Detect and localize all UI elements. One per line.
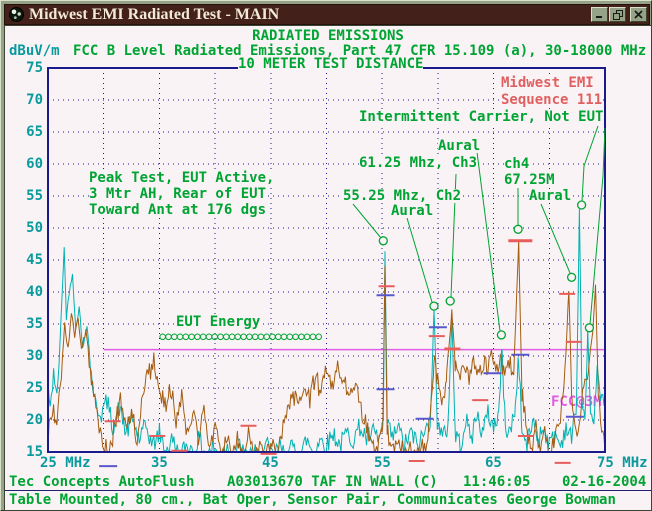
x-axis-label: 65	[485, 455, 502, 471]
annotation-ch4-label: ch4	[504, 156, 530, 172]
minimize-icon	[596, 16, 602, 18]
y-axis-label: 50	[26, 220, 43, 236]
y-axis-label: 55	[26, 188, 43, 204]
y-axis-label: 35	[26, 316, 43, 332]
y-axis-label: 30	[26, 348, 43, 364]
annotation-intermittent-carrier: Intermittent Carrier, Not EUT	[359, 109, 604, 125]
x-axis-label: 75 MHz	[597, 455, 648, 471]
close-button[interactable]	[630, 7, 647, 22]
leader-lines	[352, 125, 606, 332]
status-serial: A03013670 TAF IN WALL (C)	[227, 474, 438, 490]
annotation-midwest-emi: Midwest EMI	[501, 75, 594, 91]
status-date: 02-16-2004	[562, 474, 647, 490]
eut-energy-markers	[159, 333, 323, 341]
x-axis-label: 45	[262, 455, 279, 471]
annotation-ch4-freq: 67.25M	[504, 172, 555, 188]
status-operator: Tec Concepts AutoFlush	[9, 474, 195, 490]
x-axis-label: 35	[151, 455, 168, 471]
y-axis-label: 20	[26, 412, 43, 428]
globe-ball-icon	[9, 7, 24, 22]
test-distance-line: 10 METER TEST DISTANCE	[238, 56, 424, 72]
red-peak-markers	[104, 239, 582, 464]
leader-circles	[378, 200, 595, 340]
y-axis-label: 25	[26, 380, 43, 396]
annotation-test-note-1: Peak Test, EUT Active,	[89, 170, 275, 186]
restore-icon	[612, 9, 623, 20]
y-axis-label: 15	[26, 444, 43, 460]
y-axis-label: 75	[26, 60, 43, 76]
annotation-aural-ch2: Aural	[391, 203, 434, 219]
y-axis-label: 60	[26, 156, 43, 172]
status-time: 11:46:05	[463, 474, 531, 490]
x-axis-label: 25 MHz	[40, 455, 91, 471]
y-axis-label: 70	[26, 92, 43, 108]
trace-brown	[47, 239, 606, 454]
grid	[48, 68, 605, 452]
annotation-aural-ch4: Aural	[529, 188, 572, 204]
window-title: Midwest EMI Radiated Test - MAIN	[29, 6, 280, 23]
main-content: RADIATED EMISSIONS dBuV/m FCC B Level Ra…	[4, 25, 652, 511]
annotation-test-note-3: Toward Ant at 176 dgs	[89, 202, 267, 218]
titlebar[interactable]: Midwest EMI Radiated Test - MAIN	[4, 4, 650, 25]
trace-teal	[47, 208, 606, 454]
report-title: RADIATED EMISSIONS	[252, 28, 404, 44]
annotation-sequence-number: Sequence 111	[501, 92, 603, 108]
y-axis-label: 45	[26, 252, 43, 268]
y-axis-label: 40	[26, 284, 43, 300]
status-bar-1: Tec Concepts AutoFlush A03013670 TAF IN …	[5, 475, 651, 490]
y-axis-unit-label: dBuV/m	[9, 43, 60, 59]
x-axis-label: 55	[374, 455, 391, 471]
annotation-ch2-carrier: 55.25 Mhz, Ch2	[343, 188, 462, 204]
annotation-ch3-carrier: 61.25 Mhz, Ch3	[359, 155, 478, 171]
y-axis-label: 65	[26, 124, 43, 140]
annotation-eut-energy-label: EUT Energy	[176, 314, 261, 330]
close-icon	[634, 10, 643, 19]
minimize-button[interactable]	[591, 7, 608, 22]
window-controls	[590, 7, 647, 22]
blue-peak-markers	[99, 294, 584, 468]
restore-button[interactable]	[609, 7, 626, 22]
status-bar-2: Table Mounted, 80 cm., Bat Oper, Sensor …	[5, 490, 651, 509]
app-icon[interactable]	[9, 7, 24, 22]
test-spec-line: FCC B Level Radiated Emissions, Part 47 …	[73, 43, 647, 59]
emissions-chart	[47, 67, 606, 468]
annotation-aural-ch3: Aural	[438, 138, 481, 154]
annotation-test-note-2: 3 Mtr AH, Rear of EUT	[89, 186, 267, 202]
